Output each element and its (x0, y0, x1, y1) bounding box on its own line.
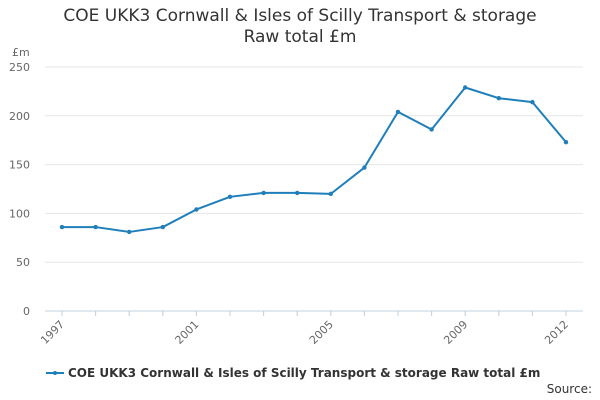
x-tick-label: 2009 (441, 318, 470, 347)
y-tick-label: 150 (9, 159, 30, 172)
y-tick-label: 50 (16, 256, 30, 269)
y-tick-label: 250 (9, 61, 30, 74)
source-label: Source: (546, 382, 592, 396)
data-point (563, 139, 569, 145)
series-line (62, 86, 567, 233)
data-point (463, 85, 468, 90)
x-tick-label: 1997 (38, 318, 67, 347)
legend-label: COE UKK3 Cornwall & Isles of Scilly Tran… (68, 366, 541, 380)
legend-swatch (46, 368, 64, 378)
x-tick-label: 2005 (307, 318, 336, 347)
y-tick-label: 0 (23, 305, 30, 318)
data-point (59, 224, 65, 230)
legend[interactable]: COE UKK3 Cornwall & Isles of Scilly Tran… (46, 366, 540, 380)
x-tick-label: 2012 (542, 318, 571, 347)
y-axis: £m 0 50 100 150 200 250 (9, 46, 30, 318)
chart-subtitle: Raw total £m (243, 27, 357, 47)
data-point (160, 224, 165, 230)
series-group (59, 85, 569, 235)
data-point (127, 229, 132, 235)
chart-title-block: COE UKK3 Cornwall & Isles of Scilly Tran… (0, 6, 600, 48)
data-point (261, 190, 266, 196)
data-point (328, 191, 333, 197)
data-point (395, 109, 401, 115)
data-point (93, 224, 98, 230)
chart-title: COE UKK3 Cornwall & Isles of Scilly Tran… (63, 6, 537, 26)
y-tick-label: 100 (9, 207, 30, 220)
data-point (227, 194, 233, 200)
x-axis: 1997 2001 2005 2009 2012 (38, 310, 583, 347)
gridlines (45, 66, 583, 263)
data-point (295, 190, 300, 196)
data-point (496, 96, 501, 101)
y-axis-unit-label: £m (12, 46, 30, 59)
data-point (530, 99, 535, 105)
data-point (194, 207, 199, 212)
data-point (362, 165, 367, 170)
y-tick-label: 200 (9, 110, 30, 123)
data-point (429, 127, 434, 132)
x-tick-label: 2001 (173, 318, 202, 347)
